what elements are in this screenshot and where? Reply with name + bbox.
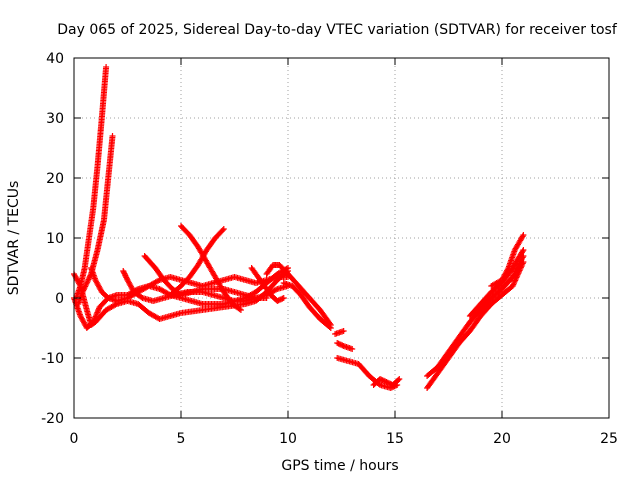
y-tick-label: 20	[46, 171, 64, 187]
series-track-1	[73, 64, 110, 301]
data-point	[520, 259, 527, 265]
data-point	[82, 282, 89, 289]
data-point	[76, 281, 83, 288]
data-point	[84, 277, 91, 284]
series-track-7	[141, 253, 270, 301]
data-point	[237, 307, 244, 313]
x-tick-label: 20	[493, 431, 511, 447]
y-tick-label: -20	[41, 411, 64, 427]
x-tick-label: 0	[70, 431, 79, 447]
series-track-9	[167, 226, 227, 298]
data-point	[395, 377, 402, 383]
y-tick-labels: -20 -10 0 10 20 30 40	[41, 51, 64, 427]
data-point	[340, 328, 347, 334]
data-point	[519, 248, 526, 255]
data-point	[83, 280, 90, 287]
data-point	[504, 266, 511, 273]
series-track-12	[280, 280, 334, 331]
data-point	[519, 233, 526, 240]
data-point	[285, 265, 291, 271]
data-point	[396, 376, 403, 382]
data-point	[326, 324, 333, 330]
data-point	[349, 346, 356, 352]
grid-lines	[74, 58, 609, 418]
data-point	[263, 295, 270, 301]
y-tick-label: 10	[46, 231, 64, 247]
series-track-16	[370, 376, 403, 388]
axis-ticks	[73, 57, 610, 419]
series-track-14	[334, 340, 356, 352]
y-axis-label: SDTVAR / TECUs	[6, 181, 22, 296]
series-track-18	[424, 259, 527, 391]
data-marks	[71, 64, 527, 391]
data-point	[220, 226, 227, 232]
series-track-20	[488, 232, 527, 289]
x-tick-label: 25	[600, 431, 618, 447]
y-tick-label: 0	[55, 291, 64, 307]
data-point	[84, 279, 91, 286]
data-point	[138, 294, 145, 301]
y-tick-label: 30	[46, 111, 64, 127]
data-point	[272, 286, 279, 293]
x-tick-label: 5	[177, 431, 186, 447]
data-point	[280, 295, 287, 301]
data-point	[236, 306, 243, 313]
x-tick-label: 15	[386, 431, 404, 447]
data-point	[520, 247, 527, 253]
series-track-8	[178, 223, 244, 313]
data-point	[85, 276, 92, 283]
data-point	[123, 275, 130, 282]
data-point	[103, 64, 110, 70]
series-track-3	[71, 268, 291, 328]
data-point	[109, 133, 116, 139]
series-track-13	[332, 328, 347, 337]
x-tick-labels: 0 5 10 15 20 25	[70, 431, 618, 447]
data-point	[86, 275, 93, 282]
x-tick-label: 10	[279, 431, 297, 447]
x-axis-label: GPS time / hours	[281, 458, 398, 474]
y-tick-label: 40	[46, 51, 64, 67]
series-track-10	[248, 265, 287, 304]
data-point	[155, 277, 162, 284]
chart-title: Day 065 of 2025, Sidereal Day-to-day VTE…	[57, 22, 618, 38]
data-point	[520, 232, 527, 238]
data-point	[219, 227, 226, 234]
y-tick-label: -10	[41, 351, 64, 367]
data-point	[327, 325, 334, 331]
